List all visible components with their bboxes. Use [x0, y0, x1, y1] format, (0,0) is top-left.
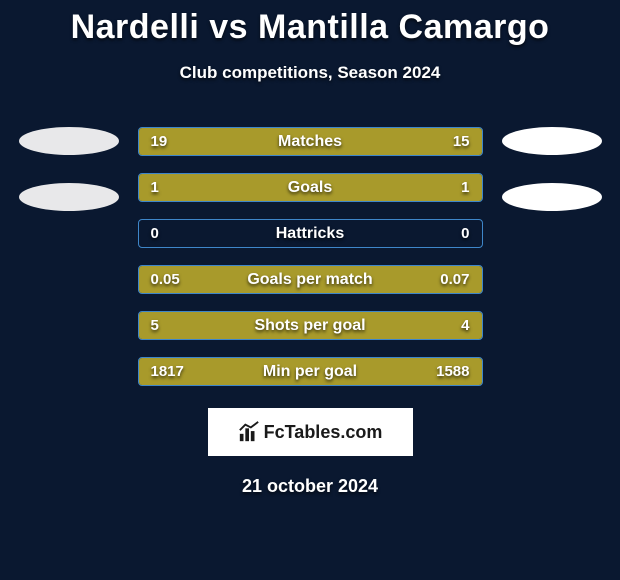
stat-label: Matches — [139, 128, 482, 155]
stat-label: Shots per goal — [139, 312, 482, 339]
stat-value-right: 15 — [453, 128, 470, 155]
brand-box[interactable]: FcTables.com — [208, 408, 413, 456]
stat-row: 19Matches15 — [138, 127, 483, 156]
page-title: Nardelli vs Mantilla Camargo — [0, 0, 620, 47]
stat-row: 0.05Goals per match0.07 — [138, 265, 483, 294]
date-label: 21 october 2024 — [0, 476, 620, 497]
stat-label: Goals per match — [139, 266, 482, 293]
stat-value-right: 1 — [461, 174, 469, 201]
stat-label: Min per goal — [139, 358, 482, 385]
stat-label: Goals — [139, 174, 482, 201]
stat-row: 0Hattricks0 — [138, 219, 483, 248]
right-player-col — [497, 127, 607, 211]
chart-icon — [238, 421, 260, 443]
stat-value-right: 1588 — [436, 358, 469, 385]
right-club-logo — [502, 127, 602, 155]
comparison-content: 19Matches15 1Goals1 0Hattricks0 0.05Goals p… — [0, 127, 620, 386]
stat-label: Hattricks — [139, 220, 482, 247]
left-player-col — [14, 127, 124, 211]
brand-label: FcTables.com — [264, 422, 383, 443]
stat-row: 1817Min per goal1588 — [138, 357, 483, 386]
subtitle: Club competitions, Season 2024 — [0, 63, 620, 83]
stat-row: 5Shots per goal4 — [138, 311, 483, 340]
right-country-logo — [502, 183, 602, 211]
stat-value-right: 0.07 — [440, 266, 469, 293]
stat-row: 1Goals1 — [138, 173, 483, 202]
left-club-logo — [19, 127, 119, 155]
stats-column: 19Matches15 1Goals1 0Hattricks0 0.05Goals p… — [138, 127, 483, 386]
stat-value-right: 4 — [461, 312, 469, 339]
left-country-logo — [19, 183, 119, 211]
stat-value-right: 0 — [461, 220, 469, 247]
